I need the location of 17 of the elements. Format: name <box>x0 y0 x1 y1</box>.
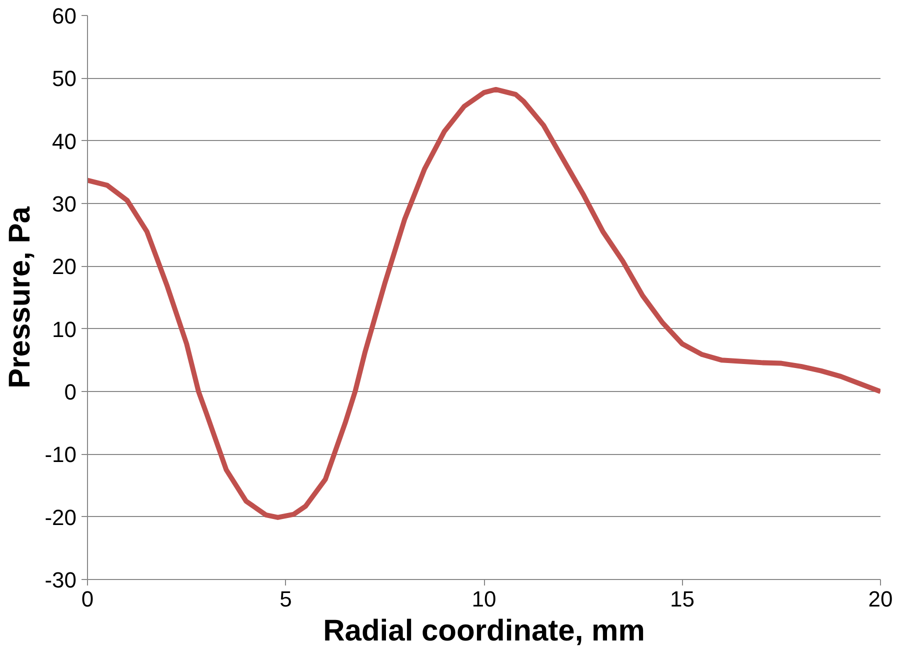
y-tick-label: 0 <box>64 380 77 404</box>
x-tick-label: 5 <box>280 586 292 612</box>
x-tick-label: 10 <box>472 586 496 612</box>
x-tick-label: 0 <box>81 586 94 612</box>
y-axis-title: Pressure, Pa <box>4 206 37 388</box>
y-tick-label: 60 <box>52 4 77 28</box>
y-tick-label: 50 <box>52 66 77 92</box>
y-tick-label: -20 <box>44 504 76 530</box>
y-tick-label: -10 <box>44 442 76 468</box>
x-axis-title: Radial coordinate, mm <box>323 614 645 648</box>
x-tick-label: 20 <box>868 586 893 612</box>
y-tick-label: 40 <box>52 128 77 154</box>
x-tick-label: 15 <box>670 586 694 612</box>
y-tick-label: 20 <box>52 254 77 280</box>
y-tick-label: 10 <box>52 316 77 342</box>
y-tick-label: 30 <box>52 192 77 216</box>
y-tick-label: -30 <box>44 568 76 592</box>
